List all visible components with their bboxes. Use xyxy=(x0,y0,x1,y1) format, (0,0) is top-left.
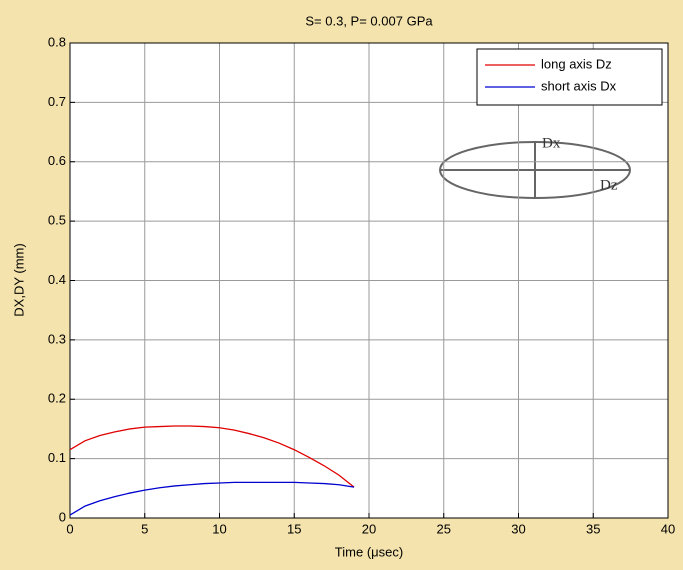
y-axis-label: DX,DY (mm) xyxy=(11,243,26,316)
line-series xyxy=(69,425,355,488)
x-tick-label: 15 xyxy=(287,521,301,536)
y-tick-label: 0.3 xyxy=(48,331,66,346)
inset-label: Dx xyxy=(542,135,561,151)
inset-label: Dz xyxy=(600,177,618,193)
line-series xyxy=(69,481,355,516)
y-tick-label: 0.6 xyxy=(48,153,66,168)
legend-label: short axis Dx xyxy=(541,78,617,93)
x-tick-label: 20 xyxy=(362,521,376,536)
x-tick-label: 40 xyxy=(661,521,675,536)
y-tick-label: 0.4 xyxy=(48,272,66,287)
y-tick-label: 0 xyxy=(59,509,66,524)
chart-title: S= 0.3, P= 0.007 GPa xyxy=(305,13,433,28)
x-axis-label: Time (μsec) xyxy=(335,544,403,559)
plot-frame xyxy=(69,42,669,519)
y-tick-label: 0.7 xyxy=(48,94,66,109)
y-tick-label: 0.2 xyxy=(48,391,66,406)
x-tick-label: 5 xyxy=(141,521,148,536)
legend-label: long axis Dz xyxy=(541,56,612,71)
x-tick-label: 25 xyxy=(437,521,451,536)
x-tick-label: 0 xyxy=(66,521,73,536)
legend-box xyxy=(476,48,663,106)
x-tick-label: 35 xyxy=(586,521,600,536)
inset-diagram: Dx Dz xyxy=(439,135,631,199)
y-tick-label: 0.5 xyxy=(48,213,66,228)
x-tick-label: 30 xyxy=(511,521,525,536)
x-tick-label: 10 xyxy=(212,521,226,536)
y-tick-label: 0.1 xyxy=(48,450,66,465)
y-tick-label: 0.8 xyxy=(48,34,66,49)
